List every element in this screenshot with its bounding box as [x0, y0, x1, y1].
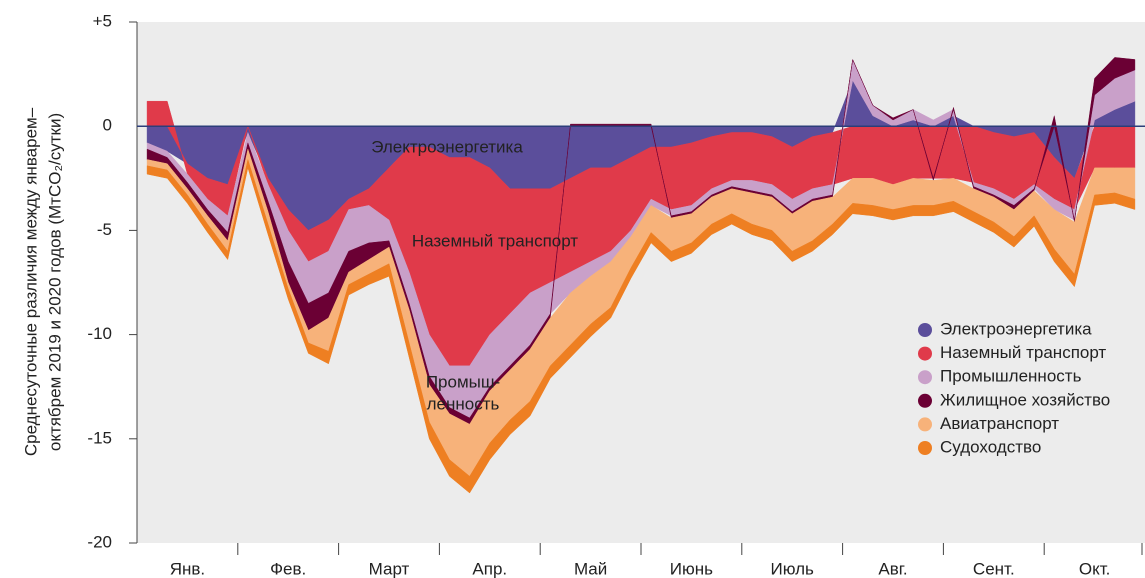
legend-label: Промышленность — [940, 367, 1082, 386]
x-tick-label: Апр. — [472, 559, 507, 578]
x-tick-label: Июль — [771, 559, 815, 578]
legend-marker — [918, 370, 932, 385]
annotation: Электроэнергетика — [371, 137, 523, 156]
area — [146, 158, 1136, 494]
y-axis-label: октябрем 2019 и 2020 годов (МтCO₂/сутки) — [45, 113, 64, 451]
legend-marker — [918, 441, 932, 455]
y-tick-label: -5 — [97, 220, 112, 239]
legend-marker — [918, 393, 932, 408]
y-axis-label: Среднесуточные различия между январем– — [21, 107, 40, 456]
x-tick-label: Авг. — [878, 559, 907, 578]
x-tick-label: Сент. — [973, 559, 1015, 578]
legend-label: Авиатранспорт — [940, 414, 1059, 433]
legend-marker — [918, 323, 932, 337]
y-tick-label: 0 — [103, 116, 112, 135]
legend-label: Судоходство — [940, 437, 1041, 456]
x-tick-label: Май — [574, 559, 607, 578]
legend-label: Электроэнергетика — [940, 319, 1092, 338]
x-tick-label: Янв. — [170, 559, 205, 578]
legend-marker — [918, 417, 932, 432]
annotation: ленность — [427, 394, 500, 413]
y-tick-label: -20 — [87, 532, 112, 551]
y-tick-label: -15 — [87, 428, 112, 447]
y-tick-label: -10 — [87, 324, 112, 343]
annotation: Промыш- — [426, 372, 500, 391]
annotation: Наземный транспорт — [412, 231, 578, 250]
x-tick-label: Окт. — [1079, 559, 1110, 578]
x-tick-label: Фев. — [270, 559, 306, 578]
y-tick-label: +5 — [93, 11, 112, 30]
x-tick-label: Июнь — [670, 559, 713, 578]
legend-label: Наземный транспорт — [940, 343, 1106, 362]
legend-marker — [918, 346, 932, 361]
legend-label: Жилищное хозяйство — [940, 390, 1110, 409]
x-tick-label: Март — [369, 559, 410, 578]
